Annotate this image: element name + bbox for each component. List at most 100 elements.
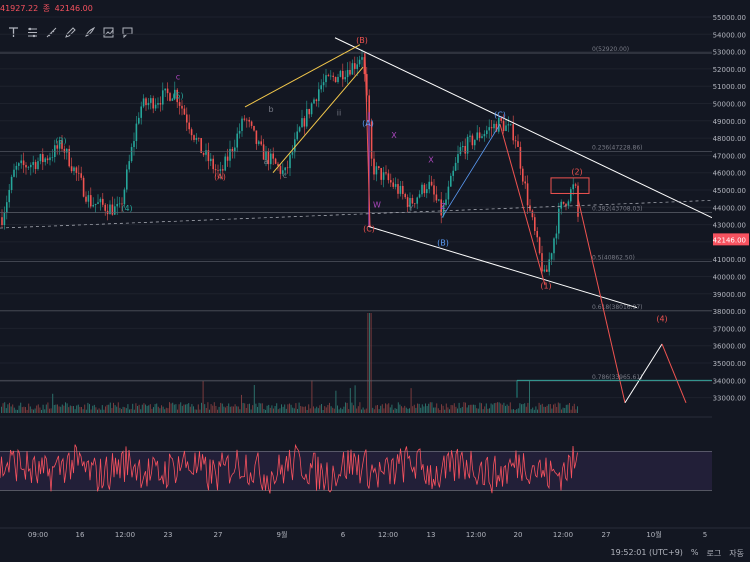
forecast-icon[interactable] — [101, 25, 116, 40]
volume-bar — [244, 403, 246, 413]
volume-bar — [394, 408, 396, 413]
auto-toggle[interactable]: 자동 — [729, 549, 744, 558]
volume-bar — [164, 409, 166, 413]
volume-bar — [170, 403, 172, 413]
volume-bar — [337, 405, 338, 413]
volume-bar — [253, 385, 255, 413]
candle-body — [15, 165, 18, 170]
wave-label: (3) — [55, 136, 66, 145]
candle-body — [85, 196, 87, 202]
volume-bar — [346, 402, 348, 413]
volume-bar — [221, 403, 223, 413]
volume-bar — [71, 406, 73, 413]
volume-bar — [509, 402, 511, 413]
candle-body — [90, 195, 92, 207]
candle-body — [128, 161, 130, 170]
text-icon[interactable] — [6, 25, 21, 40]
volume-bar — [213, 402, 215, 413]
volume-bar — [322, 409, 324, 413]
candle-body — [123, 189, 126, 205]
volume-bar — [410, 388, 412, 413]
volume-bar — [130, 408, 132, 413]
wave-label: X — [428, 155, 434, 164]
candle-body — [270, 153, 272, 165]
candle-body — [109, 204, 111, 215]
volume-bar — [324, 406, 326, 413]
log-toggle[interactable]: 로그 — [706, 549, 722, 558]
price-axis-bg — [712, 0, 750, 530]
volume-bar — [356, 408, 358, 413]
candle-body — [361, 57, 363, 60]
volume-bar — [95, 407, 97, 413]
volume-bar — [508, 405, 510, 413]
candle-body — [10, 176, 13, 190]
wave-label: b — [268, 105, 273, 114]
volume-bar — [197, 404, 199, 413]
volume-bar — [405, 407, 407, 413]
candle-body — [291, 152, 294, 155]
volume-bar — [385, 403, 386, 413]
candle-body — [116, 203, 118, 207]
time-tick-label: 6 — [341, 531, 346, 539]
time-tick-label: 12:00 — [115, 531, 135, 539]
price-tick-label: 33000.00 — [713, 395, 746, 403]
volume-bar — [239, 409, 241, 413]
candle-body — [474, 139, 476, 146]
volume-bar — [135, 403, 137, 413]
volume-bar — [63, 405, 65, 413]
candle-body — [452, 170, 454, 176]
volume-bar — [266, 405, 268, 413]
volume-bar — [372, 407, 374, 413]
volume-bar — [181, 405, 183, 413]
volume-bar — [204, 404, 206, 413]
volume-bar — [521, 404, 522, 413]
candle-body — [462, 146, 464, 148]
volume-bar — [250, 409, 252, 413]
wave-b-c-line — [441, 124, 501, 218]
candle-body — [82, 177, 85, 197]
candle-body — [426, 189, 428, 194]
volume-bar — [236, 406, 238, 413]
wave-label: (A) — [214, 173, 226, 182]
volume-bar — [412, 406, 414, 413]
volume-bar — [538, 402, 540, 413]
volume-bar — [249, 403, 250, 413]
measure-icon[interactable] — [44, 25, 59, 40]
candle-body — [442, 205, 445, 216]
candle-body — [226, 156, 229, 161]
volume-bar — [421, 404, 423, 413]
candle-body — [534, 217, 536, 232]
volume-bar — [53, 404, 55, 413]
candle-body — [541, 253, 543, 272]
candle-body — [58, 140, 61, 149]
clock-readout: 19:52:01 (UTC+9) — [610, 548, 683, 557]
candle-body — [183, 108, 186, 115]
pattern-icon[interactable] — [25, 25, 40, 40]
volume-bar — [269, 407, 271, 413]
volume-bar — [426, 406, 428, 413]
candle-body — [30, 164, 32, 168]
rsi-line — [0, 443, 578, 494]
volume-bar — [309, 408, 311, 413]
volume-bar — [564, 408, 566, 413]
volume-bar — [105, 406, 106, 413]
volume-bar — [369, 313, 370, 413]
candle-body — [212, 158, 214, 170]
volume-bar — [285, 408, 287, 413]
rsi-band — [0, 451, 712, 491]
volume-bar — [476, 408, 478, 413]
volume-bar — [178, 404, 180, 413]
percent-toggle[interactable]: % — [690, 548, 699, 557]
candle-body — [166, 88, 169, 94]
volume-bar — [354, 385, 356, 413]
volume-bar — [265, 409, 266, 413]
projection-up-line — [624, 343, 663, 404]
price-tick-label: 34000.00 — [713, 377, 746, 385]
volume-bar — [457, 408, 458, 413]
volume-bar — [90, 409, 92, 413]
candle-body — [454, 162, 457, 171]
volume-bar — [109, 402, 111, 413]
wave-c-drop-line — [364, 53, 371, 227]
volume-bar — [5, 408, 7, 413]
